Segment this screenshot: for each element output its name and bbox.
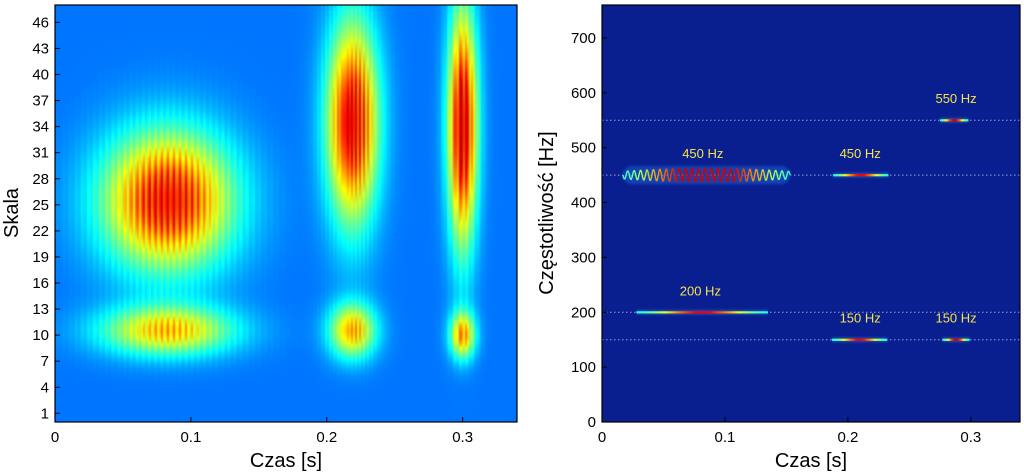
frequency-x-axis-title: Czas [s]	[775, 450, 847, 472]
scalogram-y-tick-label: 13	[32, 301, 49, 318]
frequency-annotations: 450 Hz 450 Hz 550 Hz 200 Hz 150 Hz 150 Hz	[680, 91, 977, 325]
frequency-y-tick-label: 200	[571, 304, 596, 321]
scalogram-x-tick-label: 0	[51, 429, 59, 446]
scalogram-y-tick-label: 31	[32, 145, 49, 162]
scalogram-plot-frame	[54, 4, 518, 423]
frequency-chart: 450 Hz 450 Hz 550 Hz 200 Hz 150 Hz 150 Hz 0 0.…	[536, 4, 1021, 472]
component-trace	[831, 338, 888, 341]
scalogram-x-axis-title: Czas [s]	[250, 450, 322, 472]
frequency-annotation: 450 Hz	[840, 146, 881, 161]
scalogram-x-tick-label: 0.3	[452, 429, 473, 446]
frequency-y-tick-label: 0	[588, 414, 596, 431]
frequency-x-tick-label: 0.1	[715, 429, 736, 446]
component-trace	[940, 119, 969, 122]
scalogram-x-tick-label: 0.1	[180, 429, 201, 446]
frequency-y-ticks: 0 100 200 300 400 500 600 700	[571, 30, 607, 431]
frequency-x-tick-label: 0.3	[960, 429, 981, 446]
frequency-annotation: 150 Hz	[840, 311, 881, 326]
scalogram-y-tick-label: 40	[32, 67, 49, 84]
scalogram-y-axis-title: Skala	[1, 187, 23, 238]
scalogram-y-tick-label: 7	[41, 353, 49, 370]
scalogram-y-tick-label: 1	[41, 405, 49, 422]
scalogram-y-tick-label: 16	[32, 275, 49, 292]
scalogram-y-ticks: 1 4 7 10 13 16 19 22 25 28 31 34 37 40 43 46	[32, 14, 60, 422]
frequency-y-tick-label: 300	[571, 249, 596, 266]
frequency-y-tick-label: 600	[571, 85, 596, 102]
component-trace	[833, 174, 889, 177]
frequency-annotation: 550 Hz	[935, 91, 976, 106]
scalogram-y-tick-label: 46	[32, 14, 49, 31]
frequency-annotation: 200 Hz	[680, 283, 721, 298]
scalogram-y-tick-label: 43	[32, 40, 49, 57]
scalogram-y-tick-label: 37	[32, 93, 49, 110]
frequency-y-axis-title: Częstotliwość [Hz]	[536, 131, 558, 294]
scalogram-y-tick-label: 25	[32, 197, 49, 214]
frequency-plot-area	[602, 5, 1020, 422]
frequency-y-tick-label: 500	[571, 140, 596, 157]
frequency-y-tick-label: 700	[571, 30, 596, 47]
frequency-components	[622, 118, 970, 342]
frequency-x-tick-label: 0.2	[837, 429, 858, 446]
scalogram-x-tick-label: 0.2	[316, 429, 337, 446]
scalogram-y-tick-label: 34	[32, 119, 49, 136]
frequency-annotation: 450 Hz	[682, 146, 723, 161]
scalogram-y-tick-label: 22	[32, 223, 49, 240]
frequency-x-ticks: 0 0.1 0.2 0.3	[598, 417, 981, 446]
scalogram-y-tick-label: 4	[41, 379, 49, 396]
component-trace	[636, 311, 768, 314]
frequency-annotation: 150 Hz	[935, 311, 976, 326]
frequency-y-tick-label: 400	[571, 195, 596, 212]
scalogram-heatmap	[55, 5, 517, 422]
frequency-plot-frame	[601, 4, 1021, 423]
component-trace	[942, 338, 970, 341]
frequency-y-tick-label: 100	[571, 359, 596, 376]
scalogram-y-tick-label: 19	[32, 249, 49, 266]
scalogram-y-tick-label: 10	[32, 327, 49, 344]
scalogram-x-ticks: 0 0.1 0.2 0.3	[51, 417, 473, 446]
frequency-x-tick-label: 0	[598, 429, 606, 446]
scalogram-y-tick-label: 28	[32, 171, 49, 188]
scalogram-chart: 0 0.1 0.2 0.3 1 4 7 10 13 16 19 22 25 28 31 34 37 40 43 46…	[1, 4, 518, 472]
component-trace	[622, 167, 791, 183]
